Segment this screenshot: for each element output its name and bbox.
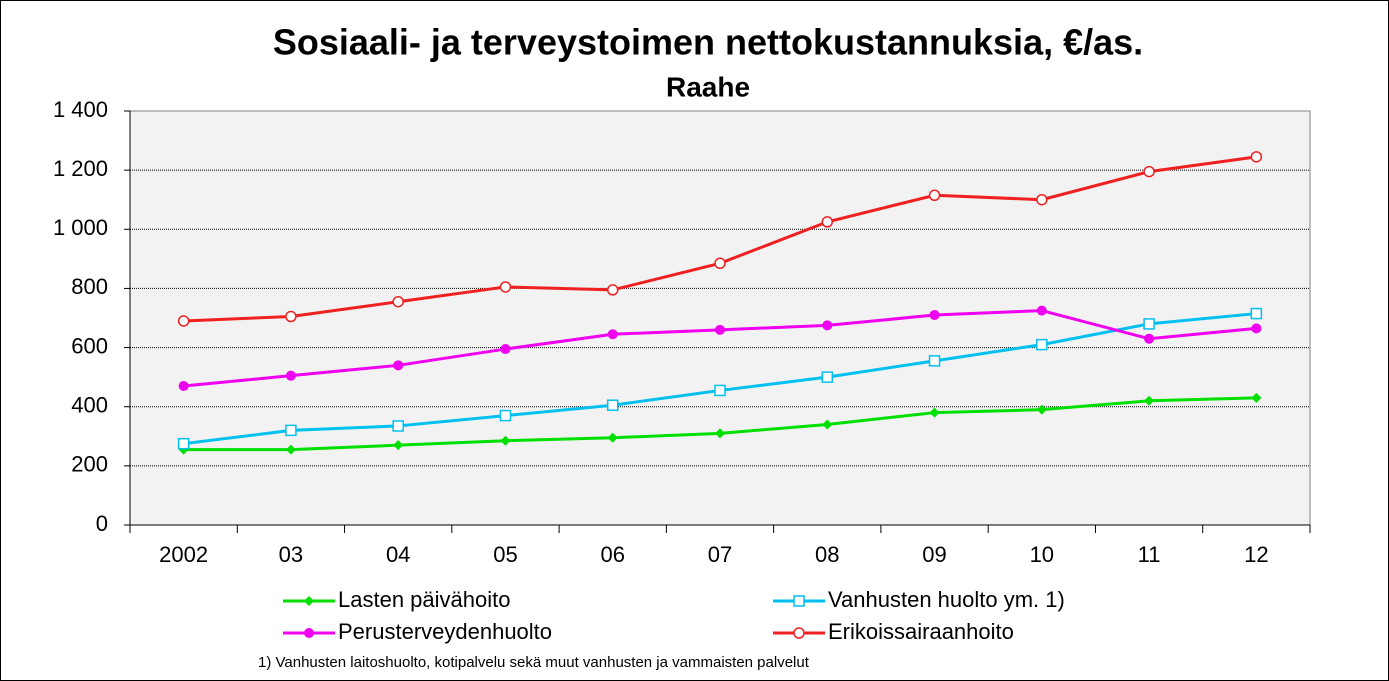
x-tick-label: 10 (1030, 542, 1054, 567)
marker (714, 384, 726, 397)
marker (177, 437, 190, 450)
y-tick-label: 1 200 (53, 156, 108, 181)
y-tick-label: 600 (71, 333, 108, 358)
marker (793, 595, 805, 607)
marker (393, 360, 404, 371)
marker (822, 320, 833, 331)
marker (392, 420, 404, 432)
marker (1036, 338, 1048, 351)
marker (793, 627, 805, 639)
marker (606, 399, 619, 411)
x-tick-label: 06 (600, 542, 624, 567)
y-tick-label: 200 (71, 452, 108, 477)
marker (714, 257, 726, 270)
marker (392, 295, 404, 308)
marker (821, 216, 834, 228)
marker (715, 324, 725, 335)
x-tick-label: 07 (708, 542, 732, 567)
marker (822, 419, 833, 430)
chart-subtitle: Raahe (666, 71, 750, 102)
marker (499, 409, 512, 422)
x-tick-label: 03 (279, 542, 303, 567)
x-tick-label: 05 (493, 542, 517, 567)
marker (607, 432, 618, 443)
marker (928, 355, 941, 367)
footnote: 1) Vanhusten laitoshuolto, kotipalvelu s… (258, 654, 810, 671)
marker (1036, 193, 1048, 206)
marker (499, 281, 512, 293)
x-tick-label: 04 (386, 542, 410, 567)
marker (1036, 305, 1047, 316)
y-tick-label: 1 000 (53, 215, 108, 240)
marker (1144, 395, 1155, 406)
marker (285, 444, 296, 455)
y-tick-label: 0 (96, 511, 108, 536)
legend-label: Lasten päivähoito (338, 587, 510, 612)
marker (929, 310, 940, 321)
y-tick-label: 1 400 (53, 97, 108, 122)
x-tick-label: 12 (1244, 542, 1268, 567)
y-tick-label: 800 (71, 274, 108, 299)
legend-label: Erikoissairaanhoito (828, 619, 1014, 644)
marker (715, 428, 725, 439)
marker (821, 371, 834, 383)
x-tick-label: 2002 (159, 542, 208, 567)
marker (1250, 151, 1263, 163)
legend-label: Vanhusten huolto ym. 1) (828, 587, 1065, 612)
marker (178, 381, 189, 392)
marker (607, 329, 618, 340)
marker (304, 596, 314, 606)
marker (500, 435, 511, 446)
marker (928, 189, 941, 202)
marker (304, 628, 314, 638)
y-tick-label: 400 (71, 393, 108, 418)
marker (929, 407, 940, 418)
x-tick-label: 08 (815, 542, 839, 567)
marker (1144, 333, 1155, 344)
marker (1251, 323, 1262, 334)
x-tick-label: 11 (1138, 542, 1161, 567)
plot-area (129, 110, 1311, 526)
marker (1143, 165, 1155, 178)
marker (500, 344, 511, 355)
x-tick-label: 09 (922, 542, 946, 567)
chart-title: Sosiaali- ja terveystoimen nettokustannu… (273, 22, 1143, 63)
marker (1250, 307, 1263, 320)
marker (606, 284, 619, 296)
marker (285, 370, 296, 381)
marker (1036, 404, 1047, 415)
legend-label: Perusterveydenhuolto (338, 619, 552, 644)
marker (177, 315, 190, 327)
marker (1251, 392, 1262, 403)
marker (285, 424, 297, 437)
marker (393, 440, 404, 451)
marker (285, 310, 297, 323)
marker (1143, 318, 1155, 330)
